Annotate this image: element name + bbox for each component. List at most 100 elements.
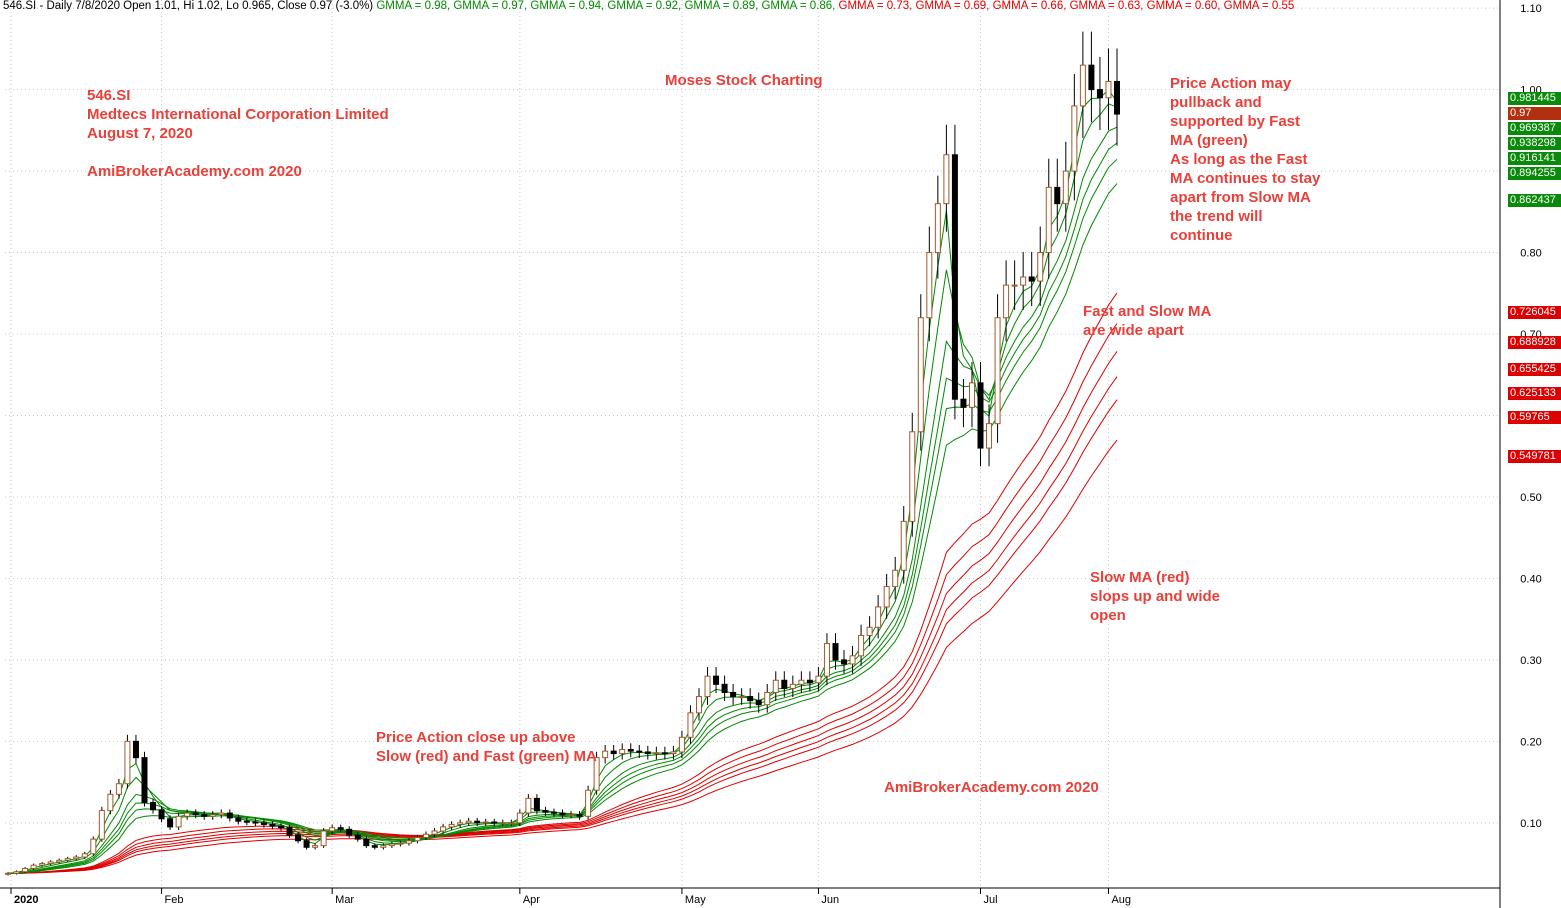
value-tag-slow-1: 0.726045 xyxy=(1508,306,1561,319)
candle-body xyxy=(593,757,600,791)
candle-body xyxy=(115,783,122,795)
candle-body xyxy=(721,683,728,693)
candle-body xyxy=(1114,80,1120,115)
candle xyxy=(849,645,856,674)
candle-body xyxy=(448,823,455,828)
candle xyxy=(115,778,122,799)
candle xyxy=(167,815,174,830)
candle xyxy=(184,809,191,820)
candle xyxy=(371,843,378,850)
candle-body xyxy=(354,834,361,840)
x-tick-label: Aug xyxy=(1111,894,1131,906)
candle-body xyxy=(798,679,805,685)
candle-body xyxy=(516,812,523,824)
candle-body xyxy=(184,812,191,817)
candle xyxy=(798,671,805,694)
candle xyxy=(218,809,225,819)
candle-body xyxy=(747,696,754,702)
candle xyxy=(1054,158,1061,232)
gmma-slow-line-2 xyxy=(7,323,1118,874)
gmma-slow-line-5 xyxy=(8,399,1118,874)
candle-body xyxy=(994,317,1001,425)
candle-body xyxy=(832,643,839,661)
candle xyxy=(670,745,677,760)
candle-body xyxy=(499,822,506,825)
candle xyxy=(585,785,592,820)
candle-body xyxy=(730,691,737,698)
candle xyxy=(516,809,523,827)
candle-body xyxy=(252,821,259,824)
value-tag-fast-3: 0.938298 xyxy=(1508,137,1561,150)
candle-body xyxy=(64,858,71,861)
candle-body xyxy=(457,822,464,825)
candle xyxy=(277,822,284,831)
x-tick-label: Jun xyxy=(821,894,839,906)
candle xyxy=(883,573,890,619)
value-tag-slow-5: 0.59765 xyxy=(1508,411,1561,424)
y-tick-label: 0.10 xyxy=(1520,818,1541,830)
candle-body xyxy=(1028,276,1035,282)
candle-body xyxy=(568,814,575,817)
value-tag-slow-3: 0.655425 xyxy=(1508,363,1561,376)
candle-body xyxy=(841,659,848,665)
header-gmma-2: GMMA = 0.97, xyxy=(450,0,528,12)
candle-body xyxy=(909,431,916,522)
candle-body xyxy=(1062,170,1069,205)
candle-body xyxy=(209,814,216,817)
candle-body xyxy=(550,811,557,814)
header-gmma-7: GMMA = 0.73, xyxy=(835,0,913,12)
y-tick-label: 0.80 xyxy=(1520,248,1541,260)
candle-body xyxy=(687,712,694,738)
candle xyxy=(653,746,660,760)
value-tag-fast-1: 0.981445 xyxy=(1508,92,1561,105)
candle xyxy=(960,378,967,428)
candle-body xyxy=(39,863,46,866)
candle xyxy=(13,870,20,875)
candle-body xyxy=(533,797,540,812)
candle-body xyxy=(636,750,643,753)
candle-body xyxy=(201,814,208,817)
candle-body xyxy=(218,812,225,816)
candle xyxy=(738,688,745,705)
candle-body xyxy=(772,679,779,693)
candle-body xyxy=(73,856,80,860)
candle-body xyxy=(132,740,139,759)
y-tick-label: 1.10 xyxy=(1520,3,1541,15)
candle xyxy=(22,867,29,874)
candle xyxy=(815,667,822,692)
candle-body xyxy=(414,836,421,842)
candle xyxy=(559,809,566,819)
header-gmma-11: GMMA = 0.60, xyxy=(1143,0,1221,12)
candle-body xyxy=(644,751,651,755)
candle-body xyxy=(1088,64,1095,91)
candle xyxy=(346,826,353,838)
candle xyxy=(875,595,882,639)
candle-body xyxy=(474,820,481,824)
value-tag-slow-6: 0.549781 xyxy=(1508,450,1561,463)
candle xyxy=(602,745,609,764)
center-title: Moses Stock Charting xyxy=(665,72,823,89)
candle xyxy=(354,832,361,842)
value-tag-slow-2: 0.688928 xyxy=(1508,336,1561,349)
slow-ma-note: Slow MA (red) slops up and wide open xyxy=(1090,569,1221,624)
candle-body xyxy=(192,812,199,816)
candle xyxy=(986,404,993,467)
candle-body xyxy=(346,828,353,836)
candle-body xyxy=(47,861,54,865)
candle xyxy=(448,821,455,830)
candle xyxy=(1071,73,1078,201)
candle-body xyxy=(269,823,276,827)
fast-slow-note: Fast and Slow MA are wide apart xyxy=(1083,303,1212,339)
candle xyxy=(550,808,557,817)
candle-body xyxy=(1037,252,1044,282)
candle xyxy=(1003,260,1010,342)
candle xyxy=(764,684,771,713)
candle xyxy=(576,811,583,820)
close-above-note: Price Action close up above Slow (red) a… xyxy=(376,729,597,765)
candle-body xyxy=(81,853,88,858)
candle xyxy=(943,124,950,232)
candle-body xyxy=(960,398,967,408)
value-tag-fast-2: 0.969387 xyxy=(1508,122,1561,135)
candle xyxy=(39,861,46,867)
candle xyxy=(1105,48,1112,131)
